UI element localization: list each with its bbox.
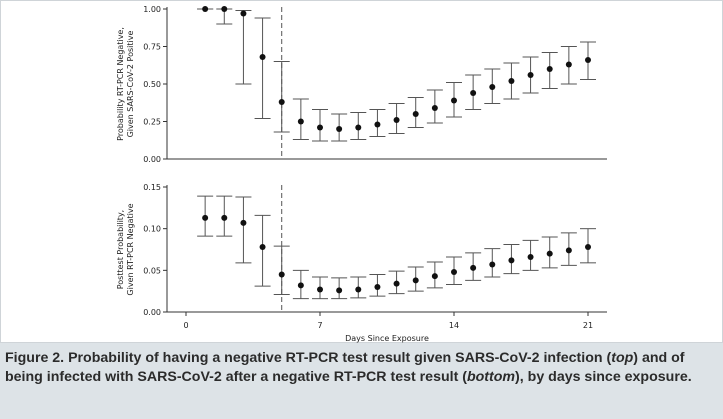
data-point-bottom: [451, 269, 457, 275]
data-point-top: [431, 105, 438, 111]
figure-caption: Figure 2. Probability of having a negati…: [0, 343, 723, 419]
x-axis-title: Days Since Exposure: [345, 334, 429, 343]
data-point-top: [585, 57, 591, 63]
x-tick-label-bottom: 14: [449, 321, 459, 330]
y-tick-label-bottom: 0.10: [143, 225, 161, 234]
data-point-top: [374, 121, 381, 128]
data-point-top: [355, 124, 362, 131]
y-tick-label-bottom: 0.00: [143, 308, 161, 317]
figure-panel: 0.00 0.25 0.50 0.75 1.00 Probability RT-PCR N…: [0, 0, 723, 343]
data-point-top: [451, 97, 457, 104]
chart-svg: 0.00 0.25 0.50 0.75 1.00 Probability RT-PCR N…: [116, 5, 607, 343]
data-point-top: [412, 111, 419, 117]
data-point-top: [489, 84, 496, 90]
y-tick-label-top: 0.75: [143, 43, 161, 52]
caption-part-2: ) and of being infected with SARS-CoV-2 …: [5, 350, 685, 385]
data-point-bottom: [508, 257, 515, 264]
data-point-top: [393, 117, 400, 123]
caption-part-1: Figure 2. Probability of having a negati…: [5, 350, 612, 366]
data-point-top: [259, 54, 266, 60]
y-tick-label-top: 0.25: [143, 118, 161, 127]
x-tick-label-bottom: 0: [183, 321, 188, 330]
data-point-top: [202, 6, 209, 12]
y-axis-title-top: Probability RT-PCR Negative,: [116, 27, 125, 141]
data-point-bottom: [374, 284, 381, 290]
data-point-top: [297, 118, 304, 125]
y-axis-title-bottom: Given RT-PCR Negative: [126, 203, 135, 295]
y-axis-title-bottom: Posttest Probability,: [116, 210, 125, 289]
data-point-top: [470, 90, 477, 96]
data-point-top: [546, 66, 553, 72]
data-point-bottom: [317, 286, 323, 293]
data-point-bottom: [278, 271, 285, 278]
data-point-bottom: [355, 286, 362, 293]
data-point-top: [317, 124, 323, 131]
data-point-bottom: [565, 247, 572, 254]
y-tick-label-top: 0.50: [143, 80, 161, 89]
data-point-bottom: [527, 254, 534, 260]
data-point-bottom: [259, 244, 266, 250]
x-tick-label-bottom: 7: [317, 321, 322, 330]
data-point-bottom: [336, 287, 343, 294]
x-tick-label-bottom: 21: [583, 321, 593, 330]
data-point-bottom: [240, 219, 247, 226]
data-point-top: [221, 6, 228, 12]
data-point-bottom: [221, 214, 228, 221]
data-point-bottom: [412, 277, 419, 284]
y-tick-label-bottom: 0.05: [143, 266, 161, 275]
y-tick-label-bottom: 0.15: [143, 183, 161, 192]
caption-part-3: ), by days since exposure.: [515, 369, 692, 385]
data-point-top: [278, 99, 285, 105]
data-point-bottom: [489, 261, 496, 268]
data-point-bottom: [546, 250, 553, 257]
caption-em-top: top: [611, 350, 634, 366]
data-point-top: [565, 61, 572, 68]
data-point-bottom: [297, 282, 304, 289]
data-point-bottom: [202, 214, 209, 221]
y-axis-title-top: Given SARS-CoV-2 Positive: [126, 31, 135, 138]
data-point-bottom: [393, 280, 400, 287]
y-tick-label-top: 1.00: [143, 5, 161, 14]
data-point-bottom: [431, 273, 438, 280]
caption-em-bottom: bottom: [466, 369, 516, 385]
data-point-bottom: [585, 244, 591, 250]
y-tick-label-top: 0.00: [143, 155, 161, 164]
data-point-top: [336, 126, 343, 132]
data-point-bottom: [470, 264, 477, 271]
data-point-top: [240, 10, 247, 17]
data-point-top: [508, 78, 515, 84]
data-point-top: [527, 72, 534, 78]
